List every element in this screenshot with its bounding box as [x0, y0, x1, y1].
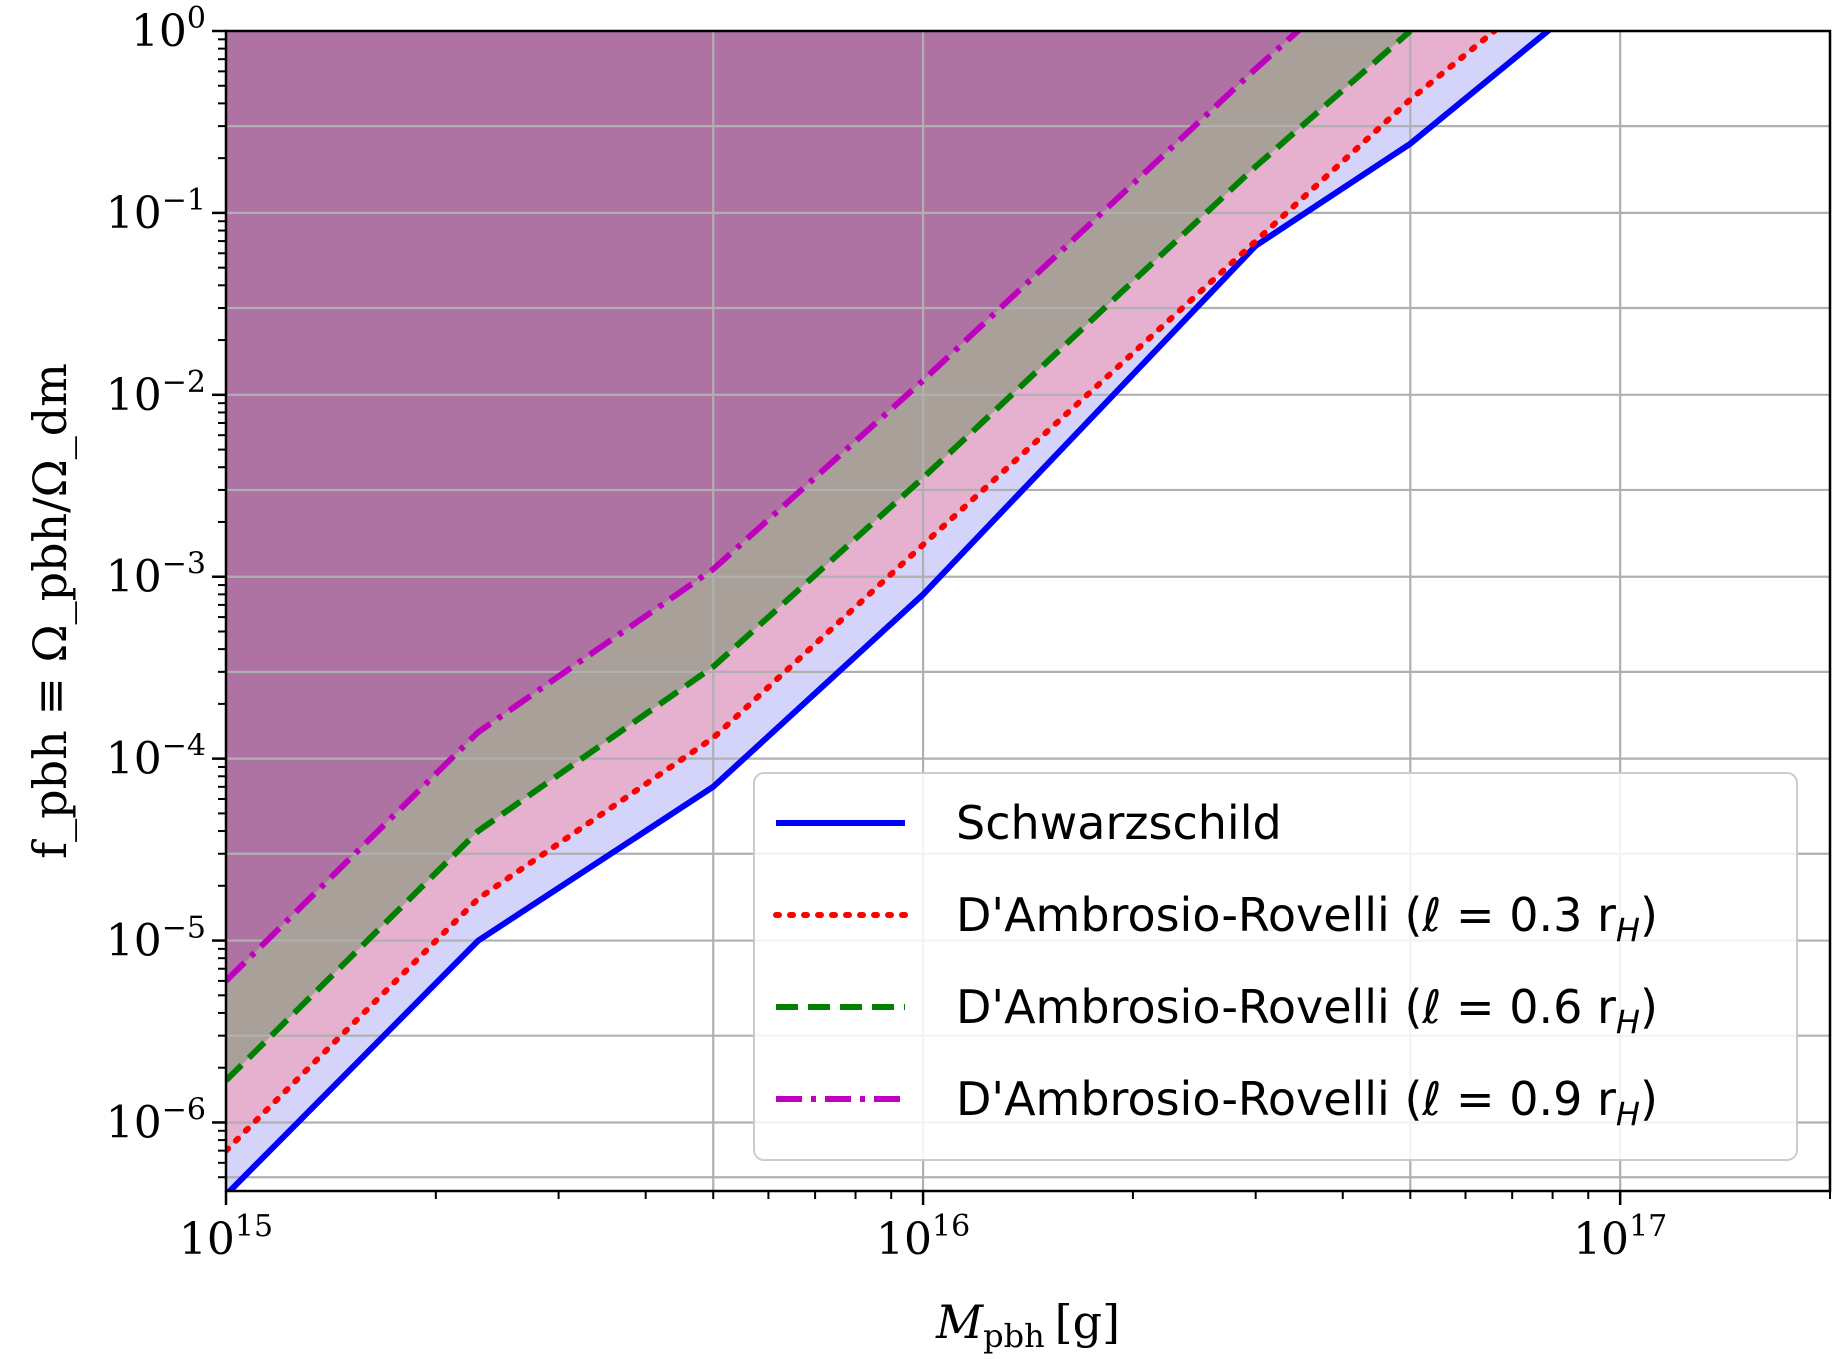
y-tick-base: 10 [106, 188, 162, 239]
y-tick-base: 10 [131, 6, 187, 57]
fill-regions [226, 31, 1548, 1191]
legend-label-2: D'Ambrosio-Rovelli (ℓ = 0.6 rH) [956, 980, 1658, 1041]
y-tick-base: 10 [106, 552, 162, 603]
x-axis-title-sub: pbh [983, 1317, 1045, 1355]
y-axis-title-text: f_pbh ≡ Ω_pbh/Ω_dm [23, 363, 77, 859]
series-line-1 [226, 31, 1498, 1154]
y-tick-label: 10−2 [106, 365, 206, 421]
y-tick-label: 10−1 [106, 183, 206, 239]
legend-label-3: D'Ambrosio-Rovelli (ℓ = 0.9 rH) [956, 1072, 1658, 1133]
y-tick-base: 10 [106, 916, 162, 967]
x-tick-base: 10 [876, 1214, 932, 1265]
y-tick-exp: −4 [162, 729, 206, 764]
series-line-3 [226, 31, 1303, 984]
x-tick-label: 1015 [179, 1209, 273, 1265]
y-tick-label: 10−6 [106, 1092, 206, 1148]
x-axis-title: Mpbh [g] [935, 1295, 1120, 1355]
y-tick-exp: −6 [162, 1092, 206, 1127]
legend: Schwarzschild D'Ambrosio-Rovelli (ℓ = 0.3… [753, 772, 1798, 1161]
x-tick-exp: 17 [1629, 1209, 1667, 1244]
x-axis-title-unit: [g] [1055, 1295, 1120, 1349]
y-tick-base: 10 [106, 370, 162, 421]
plot-frame [224, 29, 1832, 1193]
y-tick-exp: −3 [162, 547, 206, 582]
x-tick-base: 10 [1573, 1214, 1629, 1265]
y-tick-label: 10−5 [106, 911, 206, 967]
y-tick-base: 10 [106, 734, 162, 785]
x-tick-exp: 16 [932, 1209, 970, 1244]
legend-label-1: D'Ambrosio-Rovelli (ℓ = 0.3 rH) [956, 888, 1658, 949]
fill-region-3 [226, 31, 1298, 1191]
series-line-0 [226, 31, 1553, 1191]
y-tick-exp: −5 [162, 911, 206, 946]
x-tick-base: 10 [179, 1214, 235, 1265]
legend-box [753, 772, 1798, 1161]
x-tick-label: 1016 [876, 1209, 970, 1265]
x-tick-exp: 15 [235, 1209, 273, 1244]
y-tick-label: 100 [131, 1, 206, 57]
y-tick-label: 10−3 [106, 547, 206, 603]
y-tick-exp: −2 [162, 365, 206, 400]
x-axis-title-main: M [935, 1295, 985, 1349]
y-tick-exp: −1 [162, 183, 206, 218]
series-lines [226, 31, 1553, 1191]
y-tick-exp: 0 [187, 1, 206, 36]
svg-text:Mpbh[g]: Mpbh [g] [935, 1295, 1120, 1355]
legend-label-0: Schwarzschild [956, 796, 1282, 850]
x-tick-label: 1017 [1573, 1209, 1667, 1265]
y-tick-base: 10 [106, 1097, 162, 1148]
y-axis-title: f_pbh ≡ Ω_pbh/Ω_dm [23, 363, 77, 859]
axis-ticks [212, 29, 1831, 1205]
series-line-2 [226, 31, 1413, 1083]
y-tick-label: 10−4 [106, 729, 206, 785]
